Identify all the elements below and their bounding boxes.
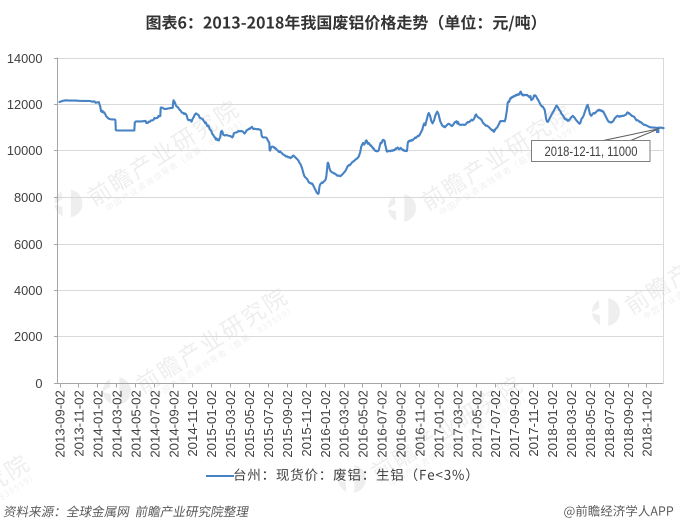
svg-text:2018-11-02: 2018-11-02 — [640, 390, 655, 456]
svg-text:2017-05-02: 2017-05-02 — [469, 390, 484, 457]
svg-text:2016-09-02: 2016-09-02 — [394, 390, 409, 457]
svg-text:2014-05-02: 2014-05-02 — [128, 390, 143, 457]
svg-text:2016-11-02: 2016-11-02 — [413, 390, 428, 456]
svg-text:2014-09-02: 2014-09-02 — [166, 390, 181, 457]
svg-text:2013-09-02: 2013-09-02 — [53, 390, 68, 457]
svg-text:2014-07-02: 2014-07-02 — [147, 390, 162, 457]
svg-text:0: 0 — [35, 376, 42, 391]
svg-text:2016-07-02: 2016-07-02 — [375, 390, 390, 457]
svg-text:2018-03-02: 2018-03-02 — [564, 390, 579, 457]
svg-text:2015-11-02: 2015-11-02 — [299, 390, 314, 456]
svg-text:2016-03-02: 2016-03-02 — [337, 390, 352, 457]
svg-text:2014-11-02: 2014-11-02 — [185, 390, 200, 456]
svg-text:2016-05-02: 2016-05-02 — [356, 390, 371, 457]
svg-text:12000: 12000 — [7, 97, 43, 112]
svg-text:2016-01-02: 2016-01-02 — [318, 390, 333, 457]
svg-text:2017-03-02: 2017-03-02 — [450, 390, 465, 457]
svg-text:14000: 14000 — [7, 51, 43, 66]
svg-text:8000: 8000 — [14, 190, 42, 205]
svg-text:2017-09-02: 2017-09-02 — [507, 390, 522, 457]
svg-text:2015-07-02: 2015-07-02 — [261, 390, 276, 457]
svg-text:2017-11-02: 2017-11-02 — [526, 390, 541, 456]
svg-text:2017-01-02: 2017-01-02 — [431, 390, 446, 457]
svg-text:2014-01-02: 2014-01-02 — [91, 390, 106, 457]
svg-text:2018-05-02: 2018-05-02 — [583, 390, 598, 457]
svg-text:2018-07-02: 2018-07-02 — [602, 390, 617, 457]
svg-text:2013-11-02: 2013-11-02 — [72, 390, 87, 456]
svg-text:10000: 10000 — [7, 143, 43, 158]
svg-text:2015-05-02: 2015-05-02 — [242, 390, 257, 457]
svg-text:2018-01-02: 2018-01-02 — [545, 390, 560, 457]
svg-text:2015-09-02: 2015-09-02 — [280, 390, 295, 457]
svg-text:2015-01-02: 2015-01-02 — [204, 390, 219, 457]
svg-text:6000: 6000 — [14, 237, 42, 252]
svg-text:2018-12-11, 11000: 2018-12-11, 11000 — [545, 144, 638, 159]
svg-text:2018-09-02: 2018-09-02 — [621, 390, 636, 457]
svg-text:2014-03-02: 2014-03-02 — [110, 390, 125, 457]
svg-text:2000: 2000 — [14, 329, 42, 344]
svg-text:4000: 4000 — [14, 283, 42, 298]
svg-text:2017-07-02: 2017-07-02 — [488, 390, 503, 457]
svg-text:2015-03-02: 2015-03-02 — [223, 390, 238, 457]
